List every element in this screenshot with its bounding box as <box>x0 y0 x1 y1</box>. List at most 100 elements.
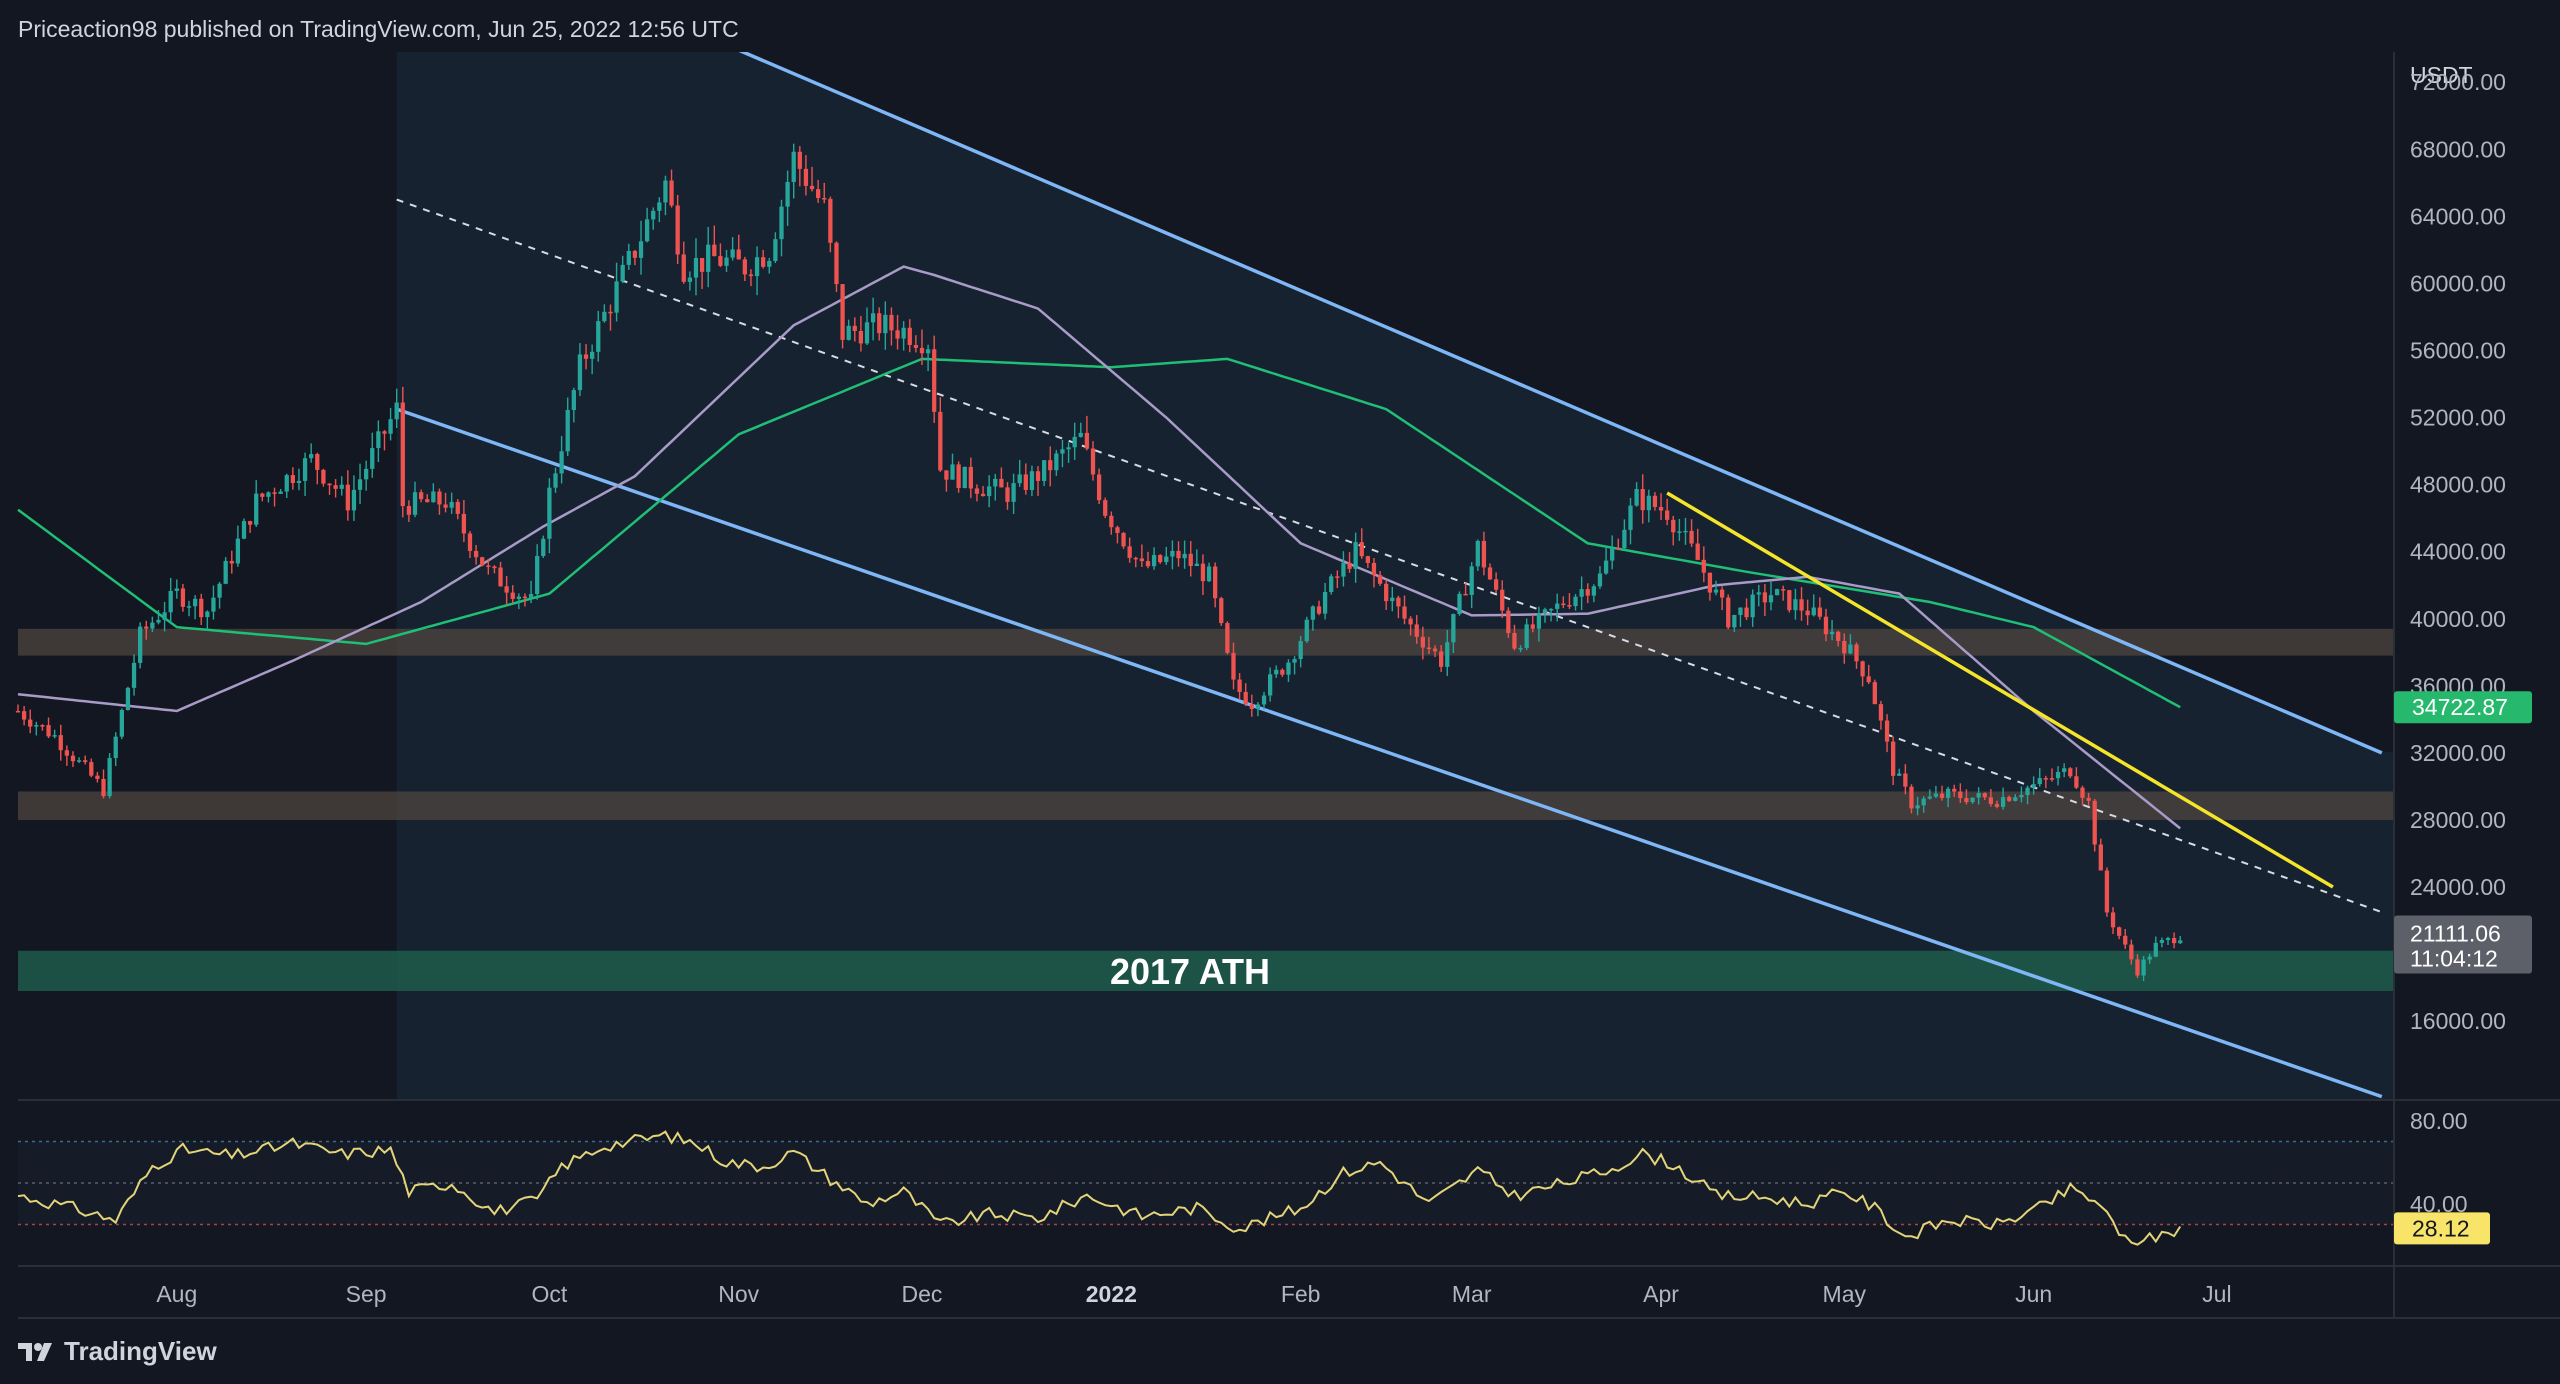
candle-body <box>834 242 839 285</box>
candle-body <box>1274 669 1279 675</box>
candle <box>1445 630 1450 676</box>
candle-body <box>180 588 186 607</box>
candle <box>138 622 143 669</box>
candle <box>34 721 39 736</box>
candle-body <box>394 402 399 420</box>
candle-body <box>1933 793 1939 797</box>
candle-body <box>1017 474 1022 484</box>
candle-body <box>1610 547 1615 561</box>
candle <box>309 443 314 463</box>
candle-body <box>1799 599 1804 611</box>
candle <box>1341 551 1346 587</box>
candle-body <box>907 327 912 346</box>
trendline <box>1666 491 2334 889</box>
candle-body <box>1958 791 1963 799</box>
candle <box>1811 594 1816 617</box>
candle-body <box>254 493 259 525</box>
candle-body <box>333 485 338 489</box>
candle <box>58 724 63 761</box>
candle <box>675 194 680 264</box>
candle <box>302 452 308 496</box>
rsi-tick-label: 80.00 <box>2410 1108 2468 1134</box>
candle-body <box>2117 927 2122 936</box>
candle-body <box>1677 531 1682 533</box>
candle <box>1842 633 1847 664</box>
candle-body <box>2062 768 2067 772</box>
candle <box>1371 558 1377 588</box>
candle-body <box>657 202 662 211</box>
candle <box>1506 607 1511 638</box>
candle-body <box>1365 556 1370 563</box>
candle <box>2110 907 2116 935</box>
candle-body <box>2086 797 2091 801</box>
candle <box>968 457 973 499</box>
candle-body <box>742 259 747 275</box>
candle-body <box>1542 609 1548 614</box>
candle <box>1292 656 1297 675</box>
candle-body <box>382 431 387 434</box>
candle <box>107 753 112 799</box>
candle <box>1335 570 1340 589</box>
candle-body <box>883 314 888 334</box>
candle-body <box>699 258 705 272</box>
candle-body <box>1884 720 1890 742</box>
candle <box>2104 867 2110 917</box>
candle-body <box>980 493 986 497</box>
candle-body <box>1695 543 1700 560</box>
candle <box>2037 768 2042 787</box>
candle-body <box>528 594 534 598</box>
candle-body <box>675 205 680 255</box>
candle <box>1347 552 1352 573</box>
candle <box>748 269 754 287</box>
candle <box>1054 450 1059 476</box>
price-tick-label: 56000.00 <box>2410 337 2506 363</box>
candle-body <box>1891 741 1896 776</box>
candle-body <box>1298 641 1303 660</box>
candle-body <box>492 566 497 569</box>
candle-body <box>1713 589 1719 593</box>
candle-body <box>1084 432 1090 449</box>
candle-body <box>174 588 179 591</box>
candle-body <box>1829 631 1835 635</box>
candle-body <box>1249 704 1254 710</box>
candle <box>2019 786 2024 803</box>
candle-body <box>1139 558 1145 562</box>
candle <box>131 654 137 696</box>
candle-body <box>1866 676 1871 683</box>
candle <box>235 525 241 567</box>
candle-body <box>773 239 778 261</box>
candle <box>1756 584 1761 607</box>
candle <box>400 386 405 518</box>
candle <box>64 745 70 766</box>
candle <box>1017 459 1022 487</box>
candle <box>962 466 967 489</box>
candle <box>1732 614 1737 632</box>
candle-body <box>418 492 424 500</box>
candle-body <box>1793 599 1798 611</box>
candle <box>1897 768 1902 777</box>
candle-body <box>1029 471 1035 490</box>
candle-body <box>1103 500 1108 516</box>
candle <box>1396 595 1401 619</box>
candle-body <box>1732 614 1737 628</box>
candle <box>2086 792 2091 806</box>
candle-body <box>1390 597 1395 602</box>
candle <box>1133 556 1138 568</box>
candle-body <box>34 725 39 727</box>
time-tick-label: Nov <box>718 1281 759 1307</box>
candle <box>1182 540 1187 569</box>
candle-body <box>596 321 601 352</box>
candle-body <box>1145 561 1151 567</box>
candle-body <box>1671 519 1676 533</box>
candle-body <box>583 354 589 359</box>
candle-body <box>364 468 369 480</box>
candle-body <box>1738 607 1743 615</box>
candle <box>327 483 332 495</box>
candle <box>1671 515 1676 546</box>
candle-body <box>467 533 473 551</box>
candle-body <box>302 458 308 481</box>
candle <box>1316 600 1322 616</box>
candle <box>1023 463 1028 495</box>
candle <box>1836 630 1841 647</box>
candle <box>1707 572 1713 601</box>
